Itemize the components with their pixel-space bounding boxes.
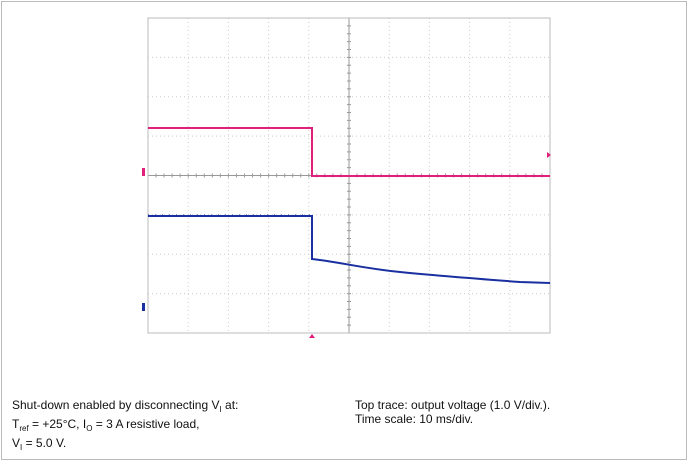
channel-1-marker: [142, 168, 145, 176]
caption-text: T: [12, 417, 20, 431]
caption-right: Top trace: output voltage (1.0 V/div.). T…: [355, 398, 550, 426]
caption-text: V: [12, 436, 21, 450]
caption-text: = 3 A resistive load,: [92, 417, 200, 431]
second-trace: [148, 215, 551, 284]
caption-line: Shut-down enabled by disconnecting VI at…: [12, 398, 238, 417]
trigger-level-marker: [547, 152, 551, 158]
caption-text: at:: [221, 398, 239, 412]
subscript: I: [20, 443, 23, 452]
subscript: O: [86, 424, 93, 433]
trigger-time-marker: [309, 334, 315, 338]
subscript: ref: [19, 424, 29, 433]
caption-text: = 5.0 V.: [22, 436, 67, 450]
caption-line: VI = 5.0 V.: [12, 436, 238, 455]
caption-text: Time scale: 10 ms/div.: [355, 412, 474, 426]
caption-line: Time scale: 10 ms/div.: [355, 412, 550, 426]
channel-2-marker: [142, 303, 145, 311]
caption-text: = +25°C, I: [28, 417, 87, 431]
caption-left: Shut-down enabled by disconnecting VI at…: [12, 398, 238, 455]
caption-line: Top trace: output voltage (1.0 V/div.).: [355, 398, 550, 412]
output-voltage-trace: [148, 127, 550, 177]
subscript: I: [219, 405, 222, 414]
caption-line: Tref = +25°C, IO = 3 A resistive load,: [12, 417, 238, 436]
caption-text: Top trace: output voltage (1.0 V/div.).: [355, 398, 551, 412]
caption-text: Shut-down enabled by disconnecting V: [12, 398, 220, 412]
